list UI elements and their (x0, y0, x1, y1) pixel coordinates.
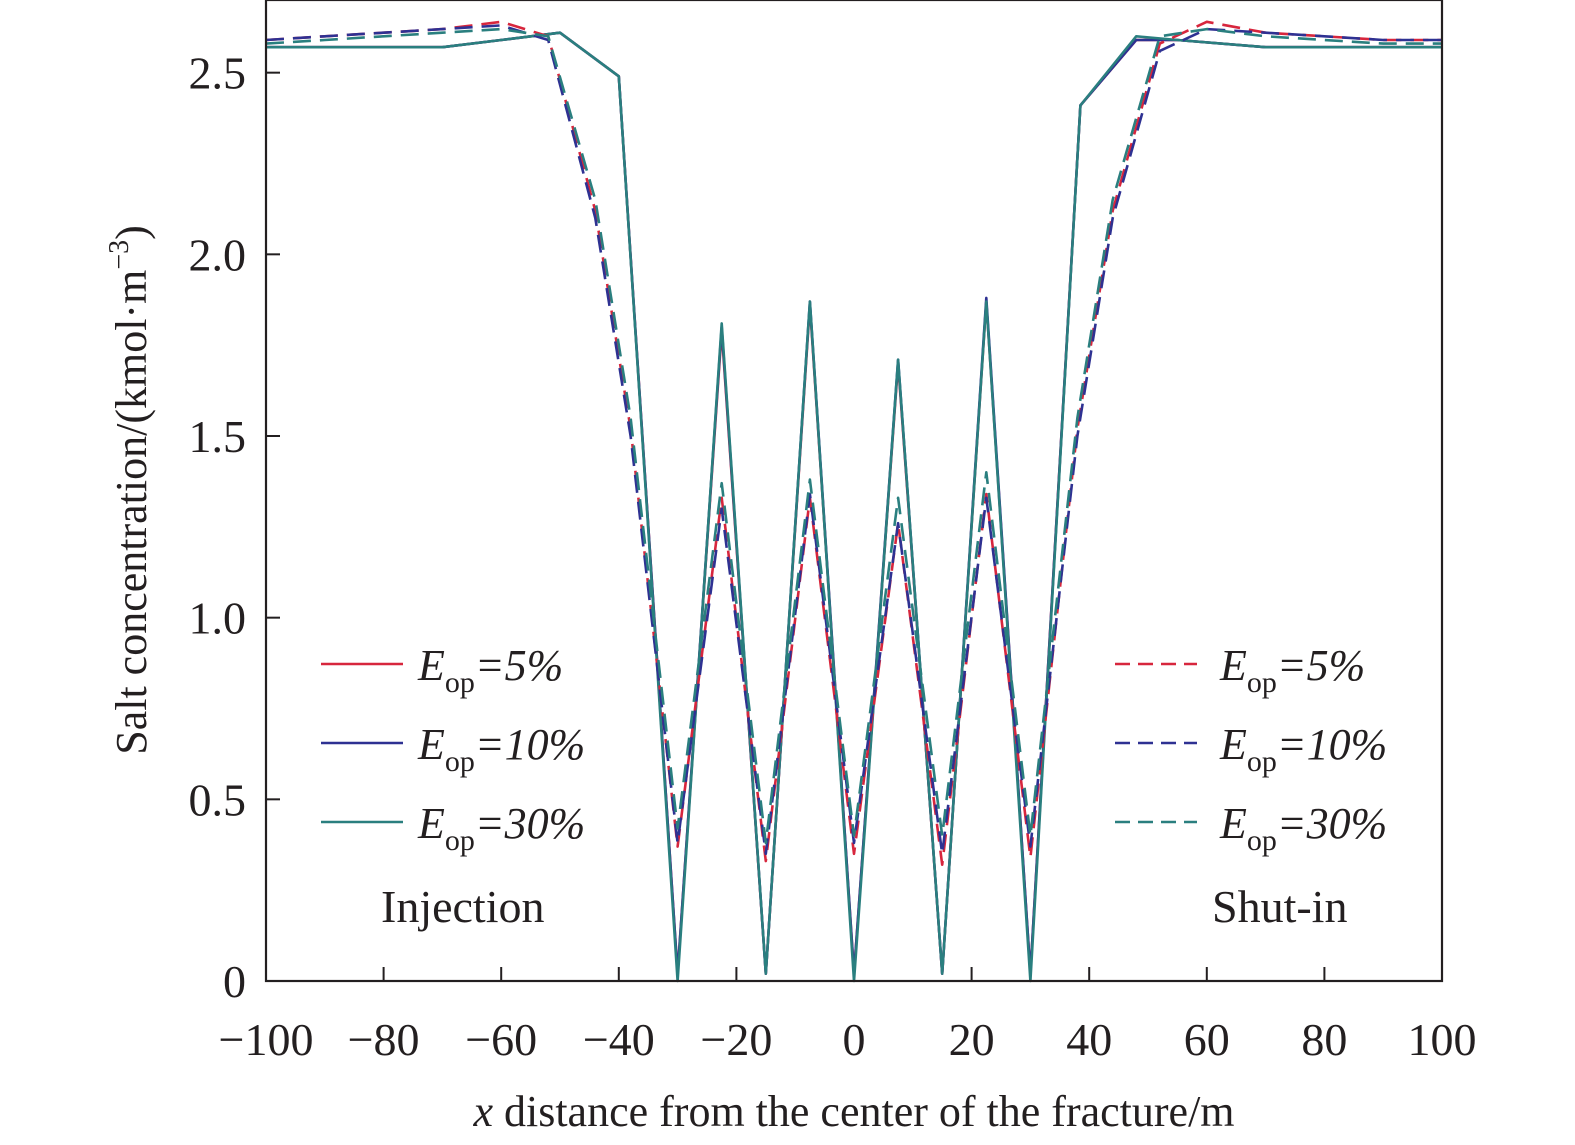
shut-in-label: Shut-in (1212, 881, 1347, 932)
x-axis-text: distance from the center of the fracture… (493, 1087, 1235, 1136)
legend-label: Eop=5% (1219, 641, 1365, 699)
legend-subscript: op (1247, 745, 1277, 778)
legend-subscript: op (445, 666, 475, 699)
injection-label: Injection (381, 881, 545, 932)
legend-variable: E (1219, 720, 1247, 769)
legend-value: =10% (1277, 720, 1387, 769)
series-line-shut-in-10pct (265, 24, 1442, 856)
series-line-shut-in-30pct (265, 27, 1442, 845)
y-axis-text: Salt concentration/(kmol·m (107, 270, 156, 755)
y-tick-label: 2.0 (189, 229, 247, 280)
legend-variable: E (417, 641, 445, 690)
tick-label-layer: −100 −80 −60 −40 −20 0 20 40 60 80 100 0 0.5 1.0 1.5 2.… (189, 48, 1477, 1065)
y-tick-label: 1.5 (189, 411, 247, 462)
legend-value: =5% (475, 641, 563, 690)
legend-variable: E (1219, 641, 1247, 690)
x-tick-label: 20 (949, 1014, 995, 1065)
x-axis-label: x distance from the center of the fractu… (472, 1087, 1234, 1136)
legend-variable: E (417, 720, 445, 769)
legend-value: =30% (1277, 799, 1387, 848)
legend-subscript: op (1247, 824, 1277, 857)
x-tick-label: 0 (843, 1014, 866, 1065)
legend-variable: E (1219, 799, 1247, 848)
x-tick-label: −60 (465, 1014, 537, 1065)
legend-label: Eop=10% (1219, 720, 1387, 778)
x-tick-label: 60 (1184, 1014, 1230, 1065)
legend: Eop=5%Eop=10%Eop=30%Eop=5%Eop=10%Eop=30% (321, 641, 1387, 857)
x-axis-variable: x (472, 1087, 493, 1136)
y-tick-label: 2.5 (189, 48, 247, 99)
x-tick-label: −100 (219, 1014, 314, 1065)
legend-subscript: op (445, 745, 475, 778)
y-axis-label: Salt concentration/(kmol·m−3) (104, 225, 156, 755)
legend-value: =30% (475, 799, 585, 848)
y-tick-label: 0 (223, 956, 246, 1007)
x-tick-label: 40 (1066, 1014, 1112, 1065)
y-axis-close: ) (107, 225, 156, 240)
legend-subscript: op (445, 824, 475, 857)
legend-subscript: op (1247, 666, 1277, 699)
legend-value: =10% (475, 720, 585, 769)
x-tick-label: −80 (348, 1014, 420, 1065)
x-tick-label: 100 (1408, 1014, 1477, 1065)
y-tick-label: 0.5 (189, 774, 247, 825)
legend-label: Eop=30% (417, 799, 585, 857)
legend-label: Eop=5% (417, 641, 563, 699)
x-tick-label: −20 (700, 1014, 772, 1065)
series-line-shut-in-5pct (265, 20, 1442, 866)
x-tick-label: −40 (583, 1014, 655, 1065)
legend-value: =5% (1277, 641, 1365, 690)
x-tick-label: 80 (1301, 1014, 1347, 1065)
legend-variable: E (417, 799, 445, 848)
y-axis-unit-exponent: −3 (104, 240, 135, 270)
plot-frame (264, 0, 1444, 983)
legend-label: Eop=10% (417, 720, 585, 778)
y-tick-label: 1.0 (189, 593, 247, 644)
legend-label: Eop=30% (1219, 799, 1387, 857)
